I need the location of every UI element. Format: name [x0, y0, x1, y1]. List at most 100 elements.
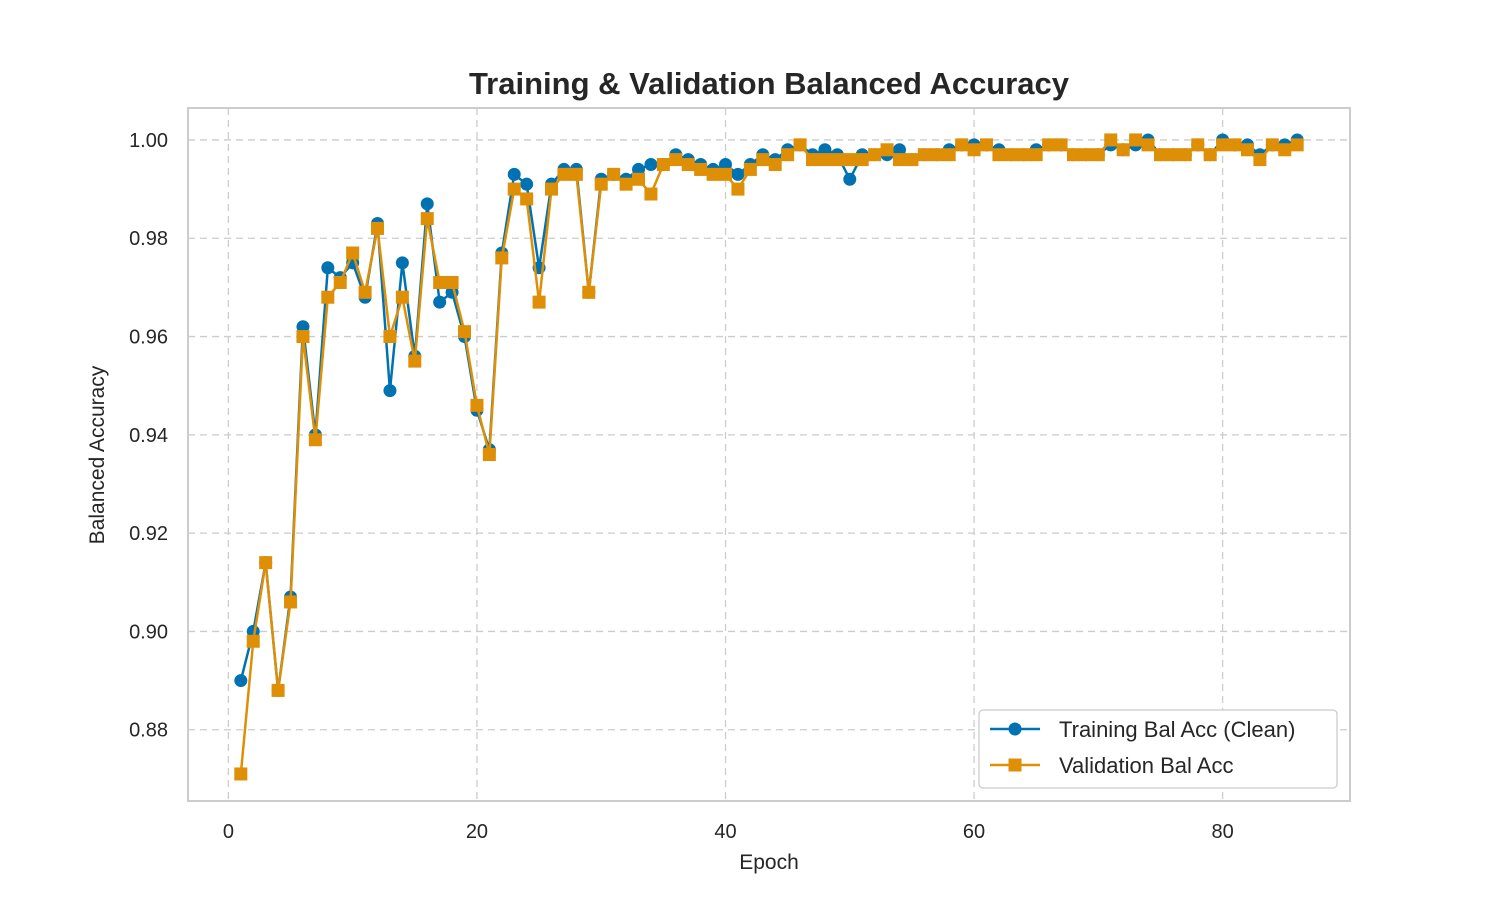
- data-point: [1054, 138, 1068, 152]
- legend-box: [978, 709, 1338, 789]
- data-point: [681, 158, 695, 172]
- data-point: [632, 162, 646, 176]
- x-tick-label: 20: [466, 821, 488, 843]
- data-point: [1079, 148, 1093, 162]
- data-point: [408, 354, 422, 368]
- data-point: [420, 212, 434, 226]
- data-point: [632, 172, 646, 186]
- legend-marker-training: [1008, 722, 1022, 736]
- data-point: [482, 448, 496, 461]
- legend-label-validation: Validation Bal Acc: [1059, 753, 1233, 778]
- series: [234, 133, 1304, 781]
- x-tick-label: 0: [223, 821, 234, 843]
- data-point: [296, 330, 310, 344]
- data-point: [308, 433, 322, 447]
- data-point: [1017, 148, 1031, 162]
- data-point: [545, 182, 559, 196]
- legend: Training Bal Acc (Clean) Validation Bal …: [978, 709, 1338, 789]
- data-point: [383, 384, 397, 398]
- data-point: [781, 148, 795, 162]
- data-point: [520, 192, 534, 206]
- data-point: [706, 167, 720, 181]
- data-point: [271, 683, 285, 697]
- data-point: [1290, 138, 1304, 152]
- data-point: [619, 177, 633, 191]
- data-point: [805, 153, 819, 167]
- data-point: [1216, 138, 1230, 152]
- data-point: [557, 167, 571, 181]
- data-point: [880, 143, 894, 157]
- data-point: [1104, 133, 1118, 147]
- data-point: [1178, 148, 1192, 162]
- data-point: [656, 158, 670, 172]
- series-training: [234, 133, 1304, 697]
- data-point: [731, 167, 745, 181]
- data-point: [321, 261, 335, 275]
- series-line: [239, 138, 1298, 692]
- data-point: [992, 148, 1006, 162]
- data-point: [420, 197, 434, 211]
- data-point: [917, 148, 931, 162]
- data-point: [520, 177, 534, 191]
- y-axis-label: Balanced Accuracy: [86, 365, 109, 544]
- data-point: [644, 158, 658, 172]
- data-point: [507, 182, 521, 196]
- data-point: [644, 187, 658, 201]
- data-point: [395, 256, 409, 270]
- series-validation: [234, 133, 1304, 781]
- data-point: [445, 275, 459, 289]
- data-point: [892, 153, 906, 167]
- data-point: [1153, 148, 1167, 162]
- data-point: [830, 153, 844, 167]
- data-point: [1203, 148, 1217, 162]
- chart-title: Training & Validation Balanced Accuracy: [469, 66, 1070, 101]
- data-point: [371, 221, 385, 235]
- data-point: [818, 143, 832, 157]
- y-tick-label: 0.98: [129, 228, 168, 250]
- data-point: [942, 148, 956, 162]
- y-tick-label: 0.92: [129, 523, 168, 545]
- data-point: [296, 320, 310, 334]
- data-point: [495, 251, 509, 265]
- x-axis-label: Epoch: [739, 851, 799, 874]
- data-point: [892, 143, 906, 157]
- data-point: [719, 167, 733, 181]
- data-point: [905, 153, 919, 167]
- data-point: [594, 177, 608, 191]
- data-point: [818, 153, 832, 167]
- data-point: [532, 295, 546, 309]
- data-point: [1166, 148, 1180, 162]
- data-point: [569, 167, 583, 181]
- data-point: [855, 153, 869, 167]
- data-point: [246, 634, 260, 648]
- y-tick-label: 1.00: [129, 130, 168, 152]
- data-point: [383, 330, 397, 344]
- data-point: [458, 325, 472, 339]
- data-point: [1240, 143, 1254, 157]
- data-point: [1228, 138, 1242, 152]
- data-point: [1091, 148, 1105, 162]
- legend-label-training: Training Bal Acc (Clean): [1059, 717, 1295, 742]
- y-tick-label: 0.96: [129, 327, 168, 349]
- data-point: [1004, 148, 1018, 162]
- data-point: [1029, 148, 1043, 162]
- y-tick-label: 0.94: [129, 425, 168, 447]
- data-point: [234, 767, 248, 781]
- data-point: [1253, 153, 1267, 167]
- data-point: [967, 143, 981, 157]
- data-point: [843, 172, 857, 186]
- x-tick-label: 60: [963, 821, 985, 843]
- legend-marker-validation: [1008, 758, 1022, 772]
- data-point: [979, 138, 993, 152]
- x-tick-label: 80: [1211, 821, 1233, 843]
- data-point: [433, 295, 447, 309]
- data-point: [607, 167, 621, 181]
- data-point: [1116, 143, 1130, 157]
- data-point: [743, 162, 757, 176]
- data-point: [1042, 138, 1056, 152]
- data-point: [321, 290, 335, 304]
- data-point: [358, 285, 372, 299]
- data-point: [1141, 138, 1155, 152]
- grid: [188, 108, 1350, 801]
